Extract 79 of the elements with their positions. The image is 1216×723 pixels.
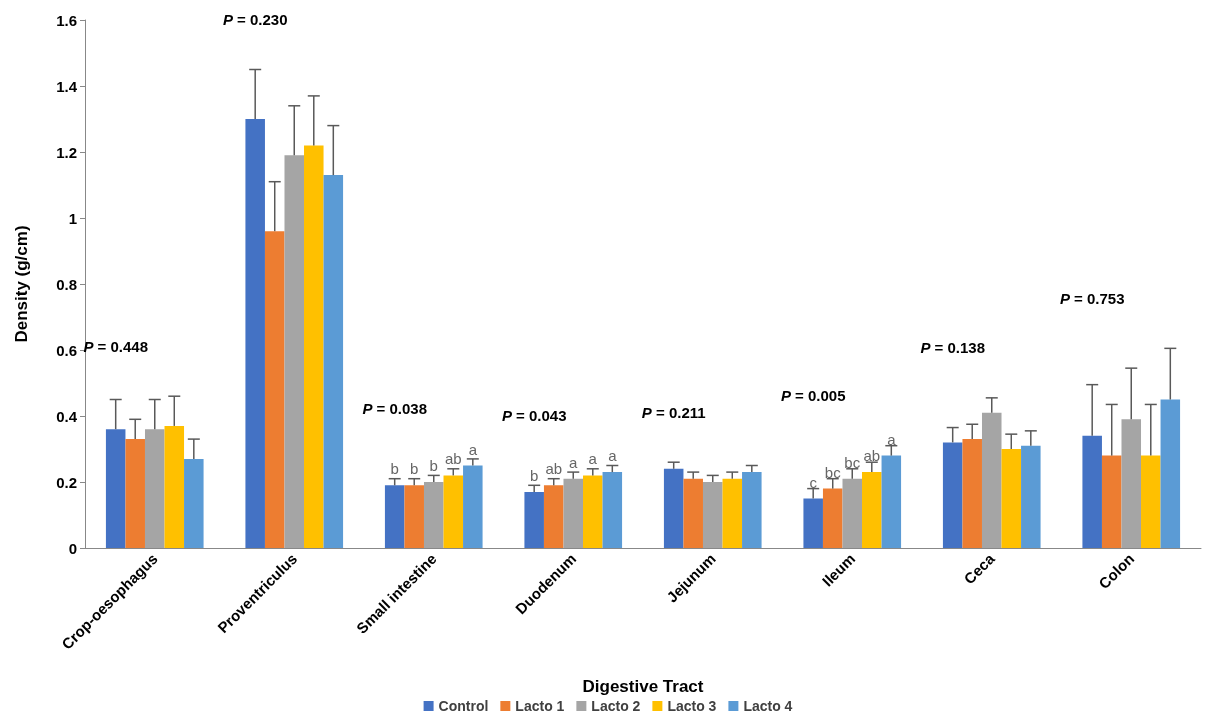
bar: [862, 472, 882, 548]
x-axis-title: Digestive Tract: [582, 677, 704, 696]
bar: [583, 475, 603, 548]
annotation: P = 0.230: [222, 11, 288, 28]
bar: [1160, 399, 1181, 548]
y-tick-label: 0.2: [56, 473, 77, 491]
y-axis-title: Density (g/cm): [12, 225, 31, 343]
legend-label: Control: [438, 698, 489, 714]
legend-label: Lacto 1: [515, 698, 565, 714]
bar: [105, 429, 126, 548]
legend-label: Lacto 4: [743, 698, 793, 714]
bar: [602, 472, 623, 548]
bar: [563, 478, 584, 548]
bar: [702, 482, 723, 548]
legend-label: Lacto 3: [667, 698, 717, 714]
data-label: a: [468, 440, 478, 458]
annotation: P = 0.043: [501, 407, 567, 424]
bar: [1141, 455, 1161, 548]
data-label: a: [588, 450, 598, 468]
bar: [683, 478, 703, 548]
bar: [264, 231, 285, 548]
data-label: a: [569, 453, 579, 471]
bar: [443, 475, 464, 548]
bar: [1082, 435, 1102, 548]
bar: [404, 485, 424, 548]
data-label: bc: [844, 453, 861, 471]
data-label: b: [410, 460, 419, 478]
bar: [663, 468, 684, 548]
bar: [304, 145, 324, 548]
data-label: c: [809, 473, 818, 491]
bar: [1001, 449, 1022, 548]
y-tick-label: 1: [68, 209, 77, 227]
y-tick-label: 0.4: [56, 407, 78, 425]
legend-label: Lacto 2: [591, 698, 641, 714]
annotation: P = 0.211: [641, 403, 706, 421]
bar: [164, 425, 185, 548]
data-label: ab: [545, 460, 563, 478]
annotation: P = 0.138: [920, 339, 986, 357]
bar: [1021, 445, 1041, 548]
bar: [245, 119, 265, 548]
data-label: bc: [824, 463, 842, 481]
bar: [1101, 455, 1122, 548]
bar: [881, 455, 902, 548]
bar: [543, 485, 564, 548]
bar: [144, 429, 165, 548]
bar: [742, 472, 762, 548]
annotation: P = 0.448: [83, 337, 149, 355]
bar: [323, 175, 344, 548]
bar: [962, 439, 982, 548]
data-label: a: [608, 447, 618, 465]
annotation: P = 0.038: [362, 400, 428, 418]
y-tick-label: 1.2: [56, 143, 77, 161]
bar: [822, 488, 843, 548]
bar: [125, 439, 145, 548]
bar: [524, 491, 544, 548]
bar: [423, 482, 444, 548]
bar: [184, 458, 204, 548]
bar: [284, 155, 305, 548]
data-label: a: [887, 430, 897, 448]
annotation: P = 0.005: [780, 387, 846, 405]
bar: [722, 478, 743, 548]
y-tick-label: 1.6: [56, 11, 77, 29]
bar: [1121, 419, 1142, 548]
bar: [463, 465, 483, 548]
data-label: b: [530, 466, 539, 484]
y-tick-label: 1.4: [56, 77, 78, 95]
bar: [803, 498, 823, 548]
bar: [384, 485, 405, 548]
data-label: ab: [863, 447, 881, 465]
y-tick-label: 0.8: [56, 275, 77, 293]
y-tick-label: 0: [68, 539, 77, 557]
bar: [842, 478, 863, 548]
y-tick-label: 0.6: [56, 341, 77, 359]
annotation: P = 0.753: [1059, 289, 1125, 307]
bar: [981, 412, 1002, 548]
data-label: ab: [444, 450, 462, 468]
data-label: b: [390, 460, 399, 478]
data-label: b: [429, 457, 438, 474]
bar: [942, 442, 963, 548]
